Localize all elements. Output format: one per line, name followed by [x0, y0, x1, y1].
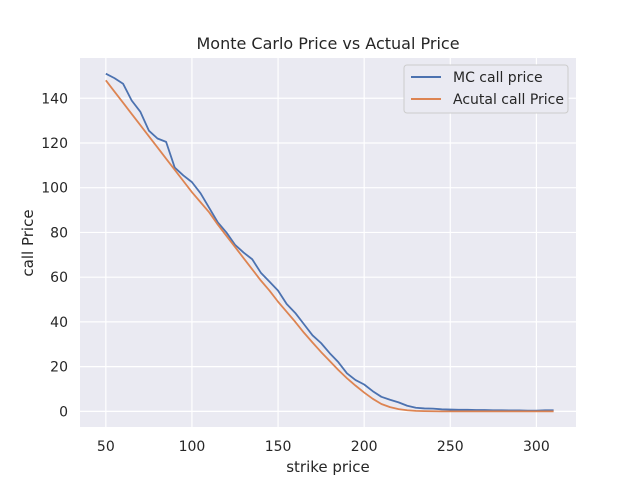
legend: MC call price Acutal call Price [403, 64, 569, 114]
series-layer [105, 72, 554, 413]
y-tick-label: 120 [41, 136, 68, 152]
x-tick-labels: 50 100 150 200 250 300 [97, 439, 550, 455]
y-tick-label: 60 [50, 270, 68, 286]
y-tick-label: 20 [50, 360, 68, 376]
series-line-mc-call-price [105, 72, 554, 412]
series-line-actual-call-price [105, 79, 554, 413]
y-tick-label: 0 [59, 404, 68, 420]
plot-background [80, 58, 576, 427]
y-tick-labels: 0 20 40 60 80 100 120 140 [41, 91, 68, 420]
legend-box [403, 64, 569, 114]
y-tick-label: 80 [50, 225, 68, 241]
y-tick-label: 40 [50, 315, 68, 331]
chart-title: Monte Carlo Price vs Actual Price [196, 34, 459, 53]
legend-label-mc: MC call price [453, 70, 543, 86]
grid [80, 58, 576, 427]
x-tick-label: 150 [265, 439, 292, 455]
x-tick-label: 100 [179, 439, 206, 455]
x-tick-label: 300 [523, 439, 550, 455]
legend-label-actual: Acutal call Price [453, 92, 564, 108]
x-axis-title: strike price [286, 458, 370, 476]
x-tick-label: 250 [437, 439, 464, 455]
y-tick-label: 100 [41, 181, 68, 197]
y-axis-title: call Price [19, 209, 37, 276]
y-tick-label: 140 [41, 91, 68, 107]
x-tick-label: 50 [97, 439, 115, 455]
x-tick-label: 200 [351, 439, 378, 455]
